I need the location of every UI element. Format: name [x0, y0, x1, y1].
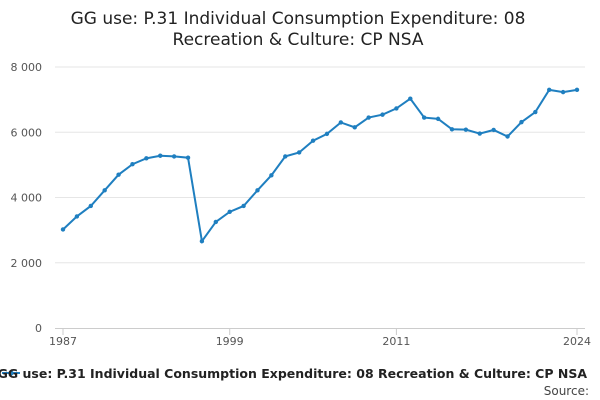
- data-point-2024[interactable]: [574, 87, 580, 93]
- data-point-1988[interactable]: [74, 214, 80, 219]
- data-point-2017[interactable]: [477, 131, 482, 136]
- data-point-1989[interactable]: [88, 203, 93, 209]
- series-markers: [60, 87, 580, 244]
- x-tick-label: 1987: [49, 335, 77, 348]
- data-point-2018[interactable]: [491, 127, 496, 133]
- y-tick-label: 0: [35, 322, 42, 335]
- y-tick-label: 8 000: [11, 61, 43, 74]
- data-point-1994[interactable]: [158, 153, 163, 158]
- data-point-2013[interactable]: [421, 115, 427, 120]
- chart-title-line-1: GG use: P.31 Individual Consumption Expe…: [71, 9, 526, 29]
- data-point-1999[interactable]: [227, 209, 232, 215]
- data-point-2004[interactable]: [296, 150, 302, 155]
- data-point-1996[interactable]: [185, 155, 191, 160]
- data-point-1991[interactable]: [116, 172, 121, 177]
- data-point-2009[interactable]: [366, 115, 371, 120]
- data-point-2022[interactable]: [547, 87, 552, 93]
- data-point-1992[interactable]: [130, 162, 135, 167]
- data-point-2015[interactable]: [449, 127, 455, 132]
- data-point-2007[interactable]: [338, 120, 344, 125]
- data-point-1993[interactable]: [144, 156, 149, 161]
- chart-title-line-2: Recreation & Culture: CP NSA: [173, 30, 424, 50]
- data-point-2010[interactable]: [380, 112, 385, 117]
- data-point-1998[interactable]: [213, 219, 219, 225]
- data-point-2000[interactable]: [241, 203, 246, 209]
- y-tick-label: 2 000: [11, 257, 43, 270]
- data-point-2003[interactable]: [283, 154, 288, 159]
- data-point-2008[interactable]: [352, 125, 357, 130]
- data-point-1995[interactable]: [171, 154, 177, 159]
- data-point-2019[interactable]: [505, 134, 510, 139]
- legend[interactable]: GG use: P.31 Individual Consumption Expe…: [0, 366, 587, 381]
- data-point-2006[interactable]: [324, 131, 330, 137]
- data-point-2002[interactable]: [269, 173, 274, 178]
- data-point-2011[interactable]: [394, 106, 399, 111]
- data-point-1987[interactable]: [60, 227, 66, 232]
- data-point-1997[interactable]: [199, 239, 205, 244]
- data-point-2014[interactable]: [435, 116, 441, 122]
- data-point-2012[interactable]: [408, 96, 413, 101]
- x-tick-label: 2011: [382, 335, 410, 348]
- data-point-2016[interactable]: [463, 127, 469, 132]
- y-axis-ticks: 0 2 000 4 000 6 000 8 000: [11, 61, 43, 335]
- data-point-2023[interactable]: [560, 89, 566, 95]
- gridlines: [55, 66, 585, 264]
- x-tick-label: 1999: [216, 335, 244, 348]
- y-tick-label: 4 000: [11, 192, 43, 205]
- legend-label: GG use: P.31 Individual Consumption Expe…: [0, 366, 587, 381]
- data-point-2001[interactable]: [255, 188, 260, 193]
- data-point-2020[interactable]: [519, 119, 524, 125]
- data-point-1990[interactable]: [102, 188, 107, 193]
- series-line: [62, 88, 578, 244]
- y-tick-label: 6 000: [11, 126, 43, 139]
- source-label: Source:: [544, 384, 589, 398]
- data-point-2005[interactable]: [310, 138, 316, 143]
- data-point-2021[interactable]: [533, 109, 538, 115]
- x-axis-ticks: 1987 1999 2011 2024: [49, 328, 591, 348]
- x-tick-label: 2024: [563, 335, 591, 348]
- legend-swatch-dot: [8, 370, 14, 376]
